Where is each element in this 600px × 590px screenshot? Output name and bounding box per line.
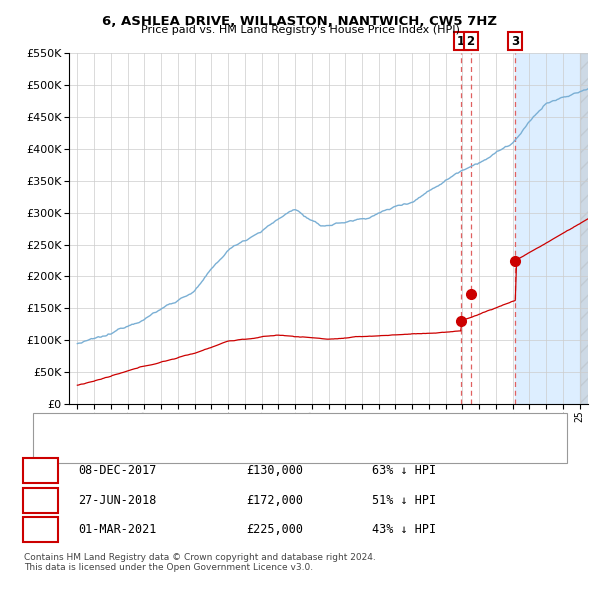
Text: 51% ↓ HPI: 51% ↓ HPI (372, 494, 436, 507)
Text: HPI: Average price, detached house, Cheshire East: HPI: Average price, detached house, Ches… (84, 442, 349, 451)
Text: 08-DEC-2017: 08-DEC-2017 (78, 464, 157, 477)
Text: 2: 2 (37, 494, 44, 507)
Text: 01-MAR-2021: 01-MAR-2021 (78, 523, 157, 536)
Text: 3: 3 (37, 523, 44, 536)
Text: This data is licensed under the Open Government Licence v3.0.: This data is licensed under the Open Gov… (24, 563, 313, 572)
Text: Price paid vs. HM Land Registry's House Price Index (HPI): Price paid vs. HM Land Registry's House … (140, 25, 460, 35)
Text: 27-JUN-2018: 27-JUN-2018 (78, 494, 157, 507)
Text: 1: 1 (457, 35, 465, 48)
Text: Contains HM Land Registry data © Crown copyright and database right 2024.: Contains HM Land Registry data © Crown c… (24, 553, 376, 562)
Text: —: — (54, 420, 70, 435)
Text: —: — (54, 439, 70, 454)
Bar (580, 53, 596, 404)
Text: 1: 1 (37, 464, 44, 477)
Text: 3: 3 (511, 35, 520, 48)
Text: 6, ASHLEA DRIVE, WILLASTON, NANTWICH, CW5 7HZ (detached house): 6, ASHLEA DRIVE, WILLASTON, NANTWICH, CW… (84, 423, 455, 432)
Text: £225,000: £225,000 (246, 523, 303, 536)
Text: 2: 2 (467, 35, 475, 48)
Text: £130,000: £130,000 (246, 464, 303, 477)
Bar (515, 53, 596, 404)
Text: 63% ↓ HPI: 63% ↓ HPI (372, 464, 436, 477)
Text: 6, ASHLEA DRIVE, WILLASTON, NANTWICH, CW5 7HZ: 6, ASHLEA DRIVE, WILLASTON, NANTWICH, CW… (103, 15, 497, 28)
Text: 43% ↓ HPI: 43% ↓ HPI (372, 523, 436, 536)
Text: £172,000: £172,000 (246, 494, 303, 507)
